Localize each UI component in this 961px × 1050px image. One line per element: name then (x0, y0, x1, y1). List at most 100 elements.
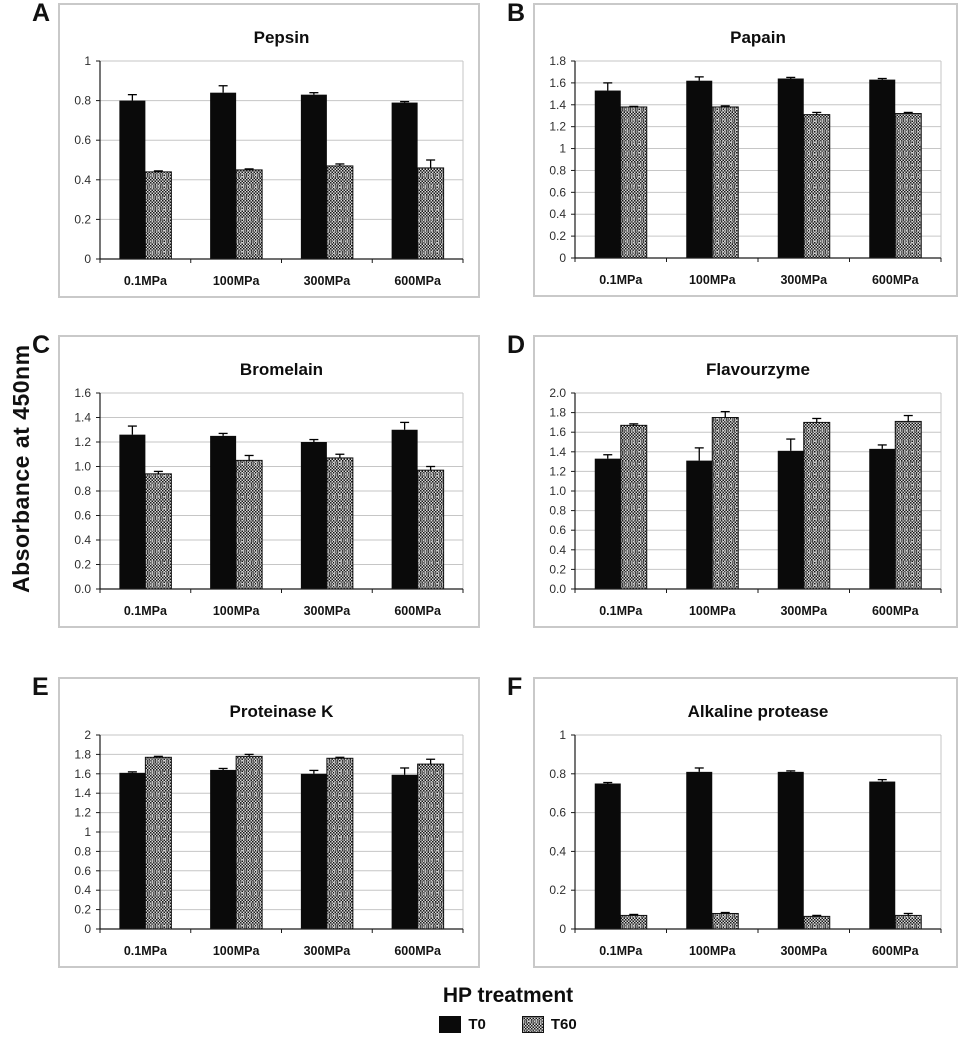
y-tick-label: 0.6 (549, 523, 566, 537)
y-tick-label: 2 (84, 728, 91, 742)
bar-t0-0.1MPa (119, 100, 146, 259)
y-tick-label: 2.0 (549, 386, 566, 400)
y-tick-label: 1.6 (549, 425, 566, 439)
y-tick-label: 0 (84, 922, 91, 936)
bar-t60-weave-overlay (803, 916, 830, 929)
bar-t0-600MPa (869, 79, 896, 258)
x-category-label: 600MPa (872, 273, 920, 287)
x-category-label: 300MPa (780, 944, 828, 958)
y-tick-label: 0.0 (549, 582, 566, 596)
x-category-label: 600MPa (872, 944, 920, 958)
y-tick-label: 1.2 (549, 464, 566, 478)
legend-item-t0: T0 (439, 1016, 486, 1033)
bar-t0-0.1MPa (594, 458, 621, 589)
chart-title: Papain (730, 28, 786, 47)
legend-label-t0: T0 (468, 1016, 486, 1033)
chart-canvas-F: Alkaline protease 1 0.8 0.6 0.4 0.2 0 0.1MPa 100… (549, 702, 942, 958)
bar-t0-300MPa (777, 450, 804, 589)
y-tick-label: 0.4 (74, 883, 91, 897)
y-tick-label: 0.4 (549, 207, 566, 221)
y-tick-label: 0 (84, 252, 91, 266)
x-category-label: 600MPa (394, 944, 442, 958)
x-category-label: 600MPa (872, 604, 920, 618)
x-category-label: 0.1MPa (124, 274, 168, 288)
y-axis-label: Absorbance at 450nm (8, 344, 34, 593)
y-tick-label: 0.4 (549, 543, 566, 557)
y-tick-label: 0.2 (74, 903, 91, 917)
x-category-label: 300MPa (304, 274, 352, 288)
bar-t60-weave-overlay (620, 106, 647, 258)
bar-t0-600MPa (391, 429, 418, 589)
bar-t0-600MPa (391, 774, 418, 929)
x-category-label: 600MPa (394, 274, 442, 288)
x-category-label: 300MPa (780, 604, 828, 618)
y-tick-label: 1.8 (549, 54, 566, 68)
bar-t60-weave-overlay (236, 169, 263, 259)
panel-letter-E: E (32, 673, 49, 701)
bar-t60-weave-overlay (326, 758, 353, 929)
x-axis-label: HP treatment (442, 984, 574, 1007)
bar-t0-100MPa (686, 80, 713, 258)
y-tick-label: 0.8 (74, 94, 91, 108)
x-category-label: 100MPa (689, 944, 737, 958)
legend-swatch-t60 (521, 1016, 544, 1033)
y-tick-label: 0.8 (549, 504, 566, 518)
bar-t60-weave-overlay (895, 421, 922, 589)
bar-t0-100MPa (686, 771, 713, 929)
panel-letter-C: C (32, 331, 51, 359)
bar-t60-weave-overlay (620, 425, 647, 589)
y-tick-label: 0.6 (549, 806, 566, 820)
y-tick-label: 1.4 (74, 411, 91, 425)
bar-t60-weave-overlay (417, 167, 444, 259)
y-tick-label: 0.6 (74, 509, 91, 523)
bar-t0-100MPa (210, 435, 237, 589)
chart-title: Pepsin (254, 28, 310, 47)
bar-t60-weave-overlay (417, 470, 444, 589)
panel-letter-D: D (507, 331, 526, 359)
bar-t60-weave-overlay (326, 165, 353, 259)
x-category-label: 600MPa (394, 604, 442, 618)
chart-title: Flavourzyme (706, 360, 810, 379)
legend-swatch-t0 (439, 1016, 462, 1033)
y-tick-label: 0.4 (549, 844, 566, 858)
y-tick-label: 0.8 (74, 844, 91, 858)
bar-t0-600MPa (391, 102, 418, 259)
y-tick-label: 0.6 (74, 864, 91, 878)
y-tick-label: 0 (559, 922, 566, 936)
y-tick-label: 0.0 (74, 582, 91, 596)
chart-panel-pepsin: A Pepsin 1 0.8 0.6 0.4 0.2 0 0.1MPa 100MPa 300MPa 6… (32, 0, 480, 298)
bar-t60-weave-overlay (803, 114, 830, 258)
chart-canvas-A: Pepsin 1 0.8 0.6 0.4 0.2 0 0.1MPa 100MPa 300MPa 60… (74, 28, 464, 288)
bar-t60-weave-overlay (236, 460, 263, 589)
y-tick-label: 1.6 (549, 76, 566, 90)
y-tick-label: 0.2 (549, 229, 566, 243)
chart-title: Alkaline protease (688, 702, 829, 721)
x-category-label: 100MPa (213, 944, 261, 958)
bar-t0-0.1MPa (119, 772, 146, 929)
bar-t0-300MPa (777, 771, 804, 929)
bar-t60-weave-overlay (620, 915, 647, 929)
bar-t60-weave-overlay (712, 913, 739, 929)
x-category-label: 300MPa (780, 273, 828, 287)
chart-panel-papain: B Papain 1.8 1.6 1.4 1.2 1 0.8 0.6 0.4 0.2 0 0.1MPa 1… (507, 0, 958, 297)
chart-panel-bromelain: C Bromelain 1.6 1.4 1.2 1.0 0.8 0.6 0.4 0.2 0.0 0.1… (32, 331, 480, 628)
bar-t0-300MPa (300, 94, 327, 259)
y-tick-label: 1.0 (74, 460, 91, 474)
bar-t60-weave-overlay (712, 417, 739, 589)
x-category-label: 0.1MPa (599, 604, 643, 618)
bar-t0-300MPa (777, 78, 804, 258)
chart-canvas-B: Papain 1.8 1.6 1.4 1.2 1 0.8 0.6 0.4 0.2 0 0.1MPa 10… (549, 28, 942, 287)
bar-t60-weave-overlay (895, 915, 922, 929)
chart-panel-alkaline-protease: F Alkaline protease 1 0.8 0.6 0.4 0.2 0 0.1MPa 10… (507, 673, 958, 968)
y-tick-label: 1.0 (549, 484, 566, 498)
x-category-label: 0.1MPa (599, 273, 643, 287)
chart-title: Bromelain (240, 360, 323, 379)
chart-panel-proteinase-k: E Proteinase K 2 1.8 1.6 1.4 1.2 1 0.8 0.6 0.4 0.2 0… (32, 673, 480, 968)
y-tick-label: 1 (84, 825, 91, 839)
panel-letter-A: A (32, 0, 51, 27)
bar-t60-weave-overlay (145, 171, 172, 259)
panel-letter-B: B (507, 0, 526, 27)
chart-panel-flavourzyme: D Flavourzyme 2.0 1.8 1.6 1.4 1.2 1.0 0.8 0.6 0.4 0… (507, 331, 958, 628)
chart-title: Proteinase K (230, 702, 335, 721)
